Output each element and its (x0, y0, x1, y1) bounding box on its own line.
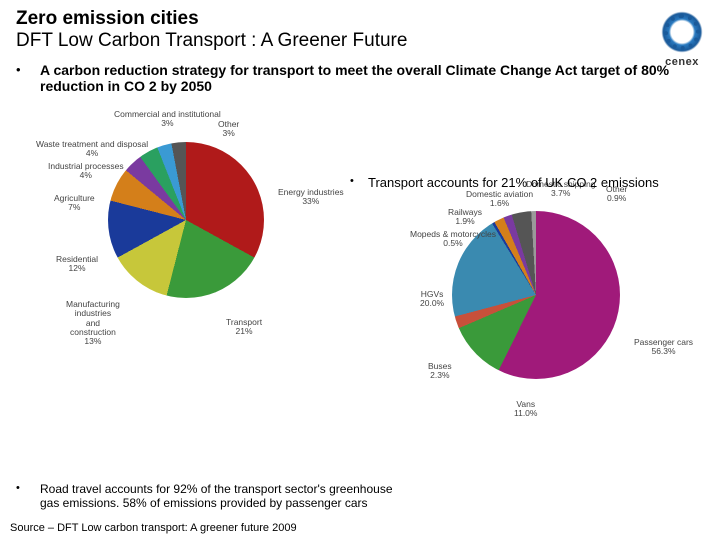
pie-chart-1 (108, 142, 264, 298)
title-line1: Zero emission cities (16, 8, 704, 30)
pie-label: Buses2.3% (428, 362, 452, 381)
pie-label: Commercial and institutional3% (114, 110, 221, 129)
main-bullet-text: A carbon reduction strategy for transpor… (40, 62, 704, 94)
logo-ring-icon (660, 10, 704, 54)
logo: cenex (660, 10, 704, 68)
pie-label: Other3% (218, 120, 239, 139)
pie-label: Energy industries33% (278, 188, 344, 207)
pie-label: Vans11.0% (514, 400, 537, 419)
title-block: Zero emission cities DFT Low Carbon Tran… (16, 8, 704, 52)
bullet-mark: • (16, 482, 40, 510)
pie-label: Waste treatment and disposal4% (36, 140, 148, 159)
pie-label: Industrial processes4% (48, 162, 124, 181)
pie-label: HGVs20.0% (420, 290, 444, 309)
pie-label: Passenger cars56.3% (634, 338, 693, 357)
pie-label: Railways1.9% (448, 208, 482, 227)
title-line2: DFT Low Carbon Transport : A Greener Fut… (16, 30, 704, 52)
pie-label: Transport21% (226, 318, 262, 337)
pie-label: Manufacturingindustriesandconstruction13… (66, 300, 120, 347)
logo-text: cenex (660, 56, 704, 68)
sub-bullet-1: • Transport accounts for 21% of UK CO 2 … (350, 175, 659, 190)
pie-label: Domestic aviation1.6% (466, 190, 533, 209)
pie-label: Mopeds & motorcycles0.5% (410, 230, 496, 249)
slide: Zero emission cities DFT Low Carbon Tran… (0, 0, 720, 540)
footer-bullet-text: Road travel accounts for 92% of the tran… (40, 482, 396, 510)
sub-bullet-text: Transport accounts for 21% of UK CO 2 em… (368, 175, 659, 190)
footer-bullet: • Road travel accounts for 92% of the tr… (16, 482, 396, 510)
source-text: Source – DFT Low carbon transport: A gre… (10, 522, 297, 534)
pie-label: Residential12% (56, 255, 98, 274)
bullet-mark: • (16, 62, 40, 94)
main-bullet: • A carbon reduction strategy for transp… (16, 62, 704, 94)
bullet-mark: • (350, 175, 368, 190)
pie-label: Agriculture7% (54, 194, 95, 213)
charts-area: Energy industries33% Transport21% Manufact… (16, 100, 704, 430)
